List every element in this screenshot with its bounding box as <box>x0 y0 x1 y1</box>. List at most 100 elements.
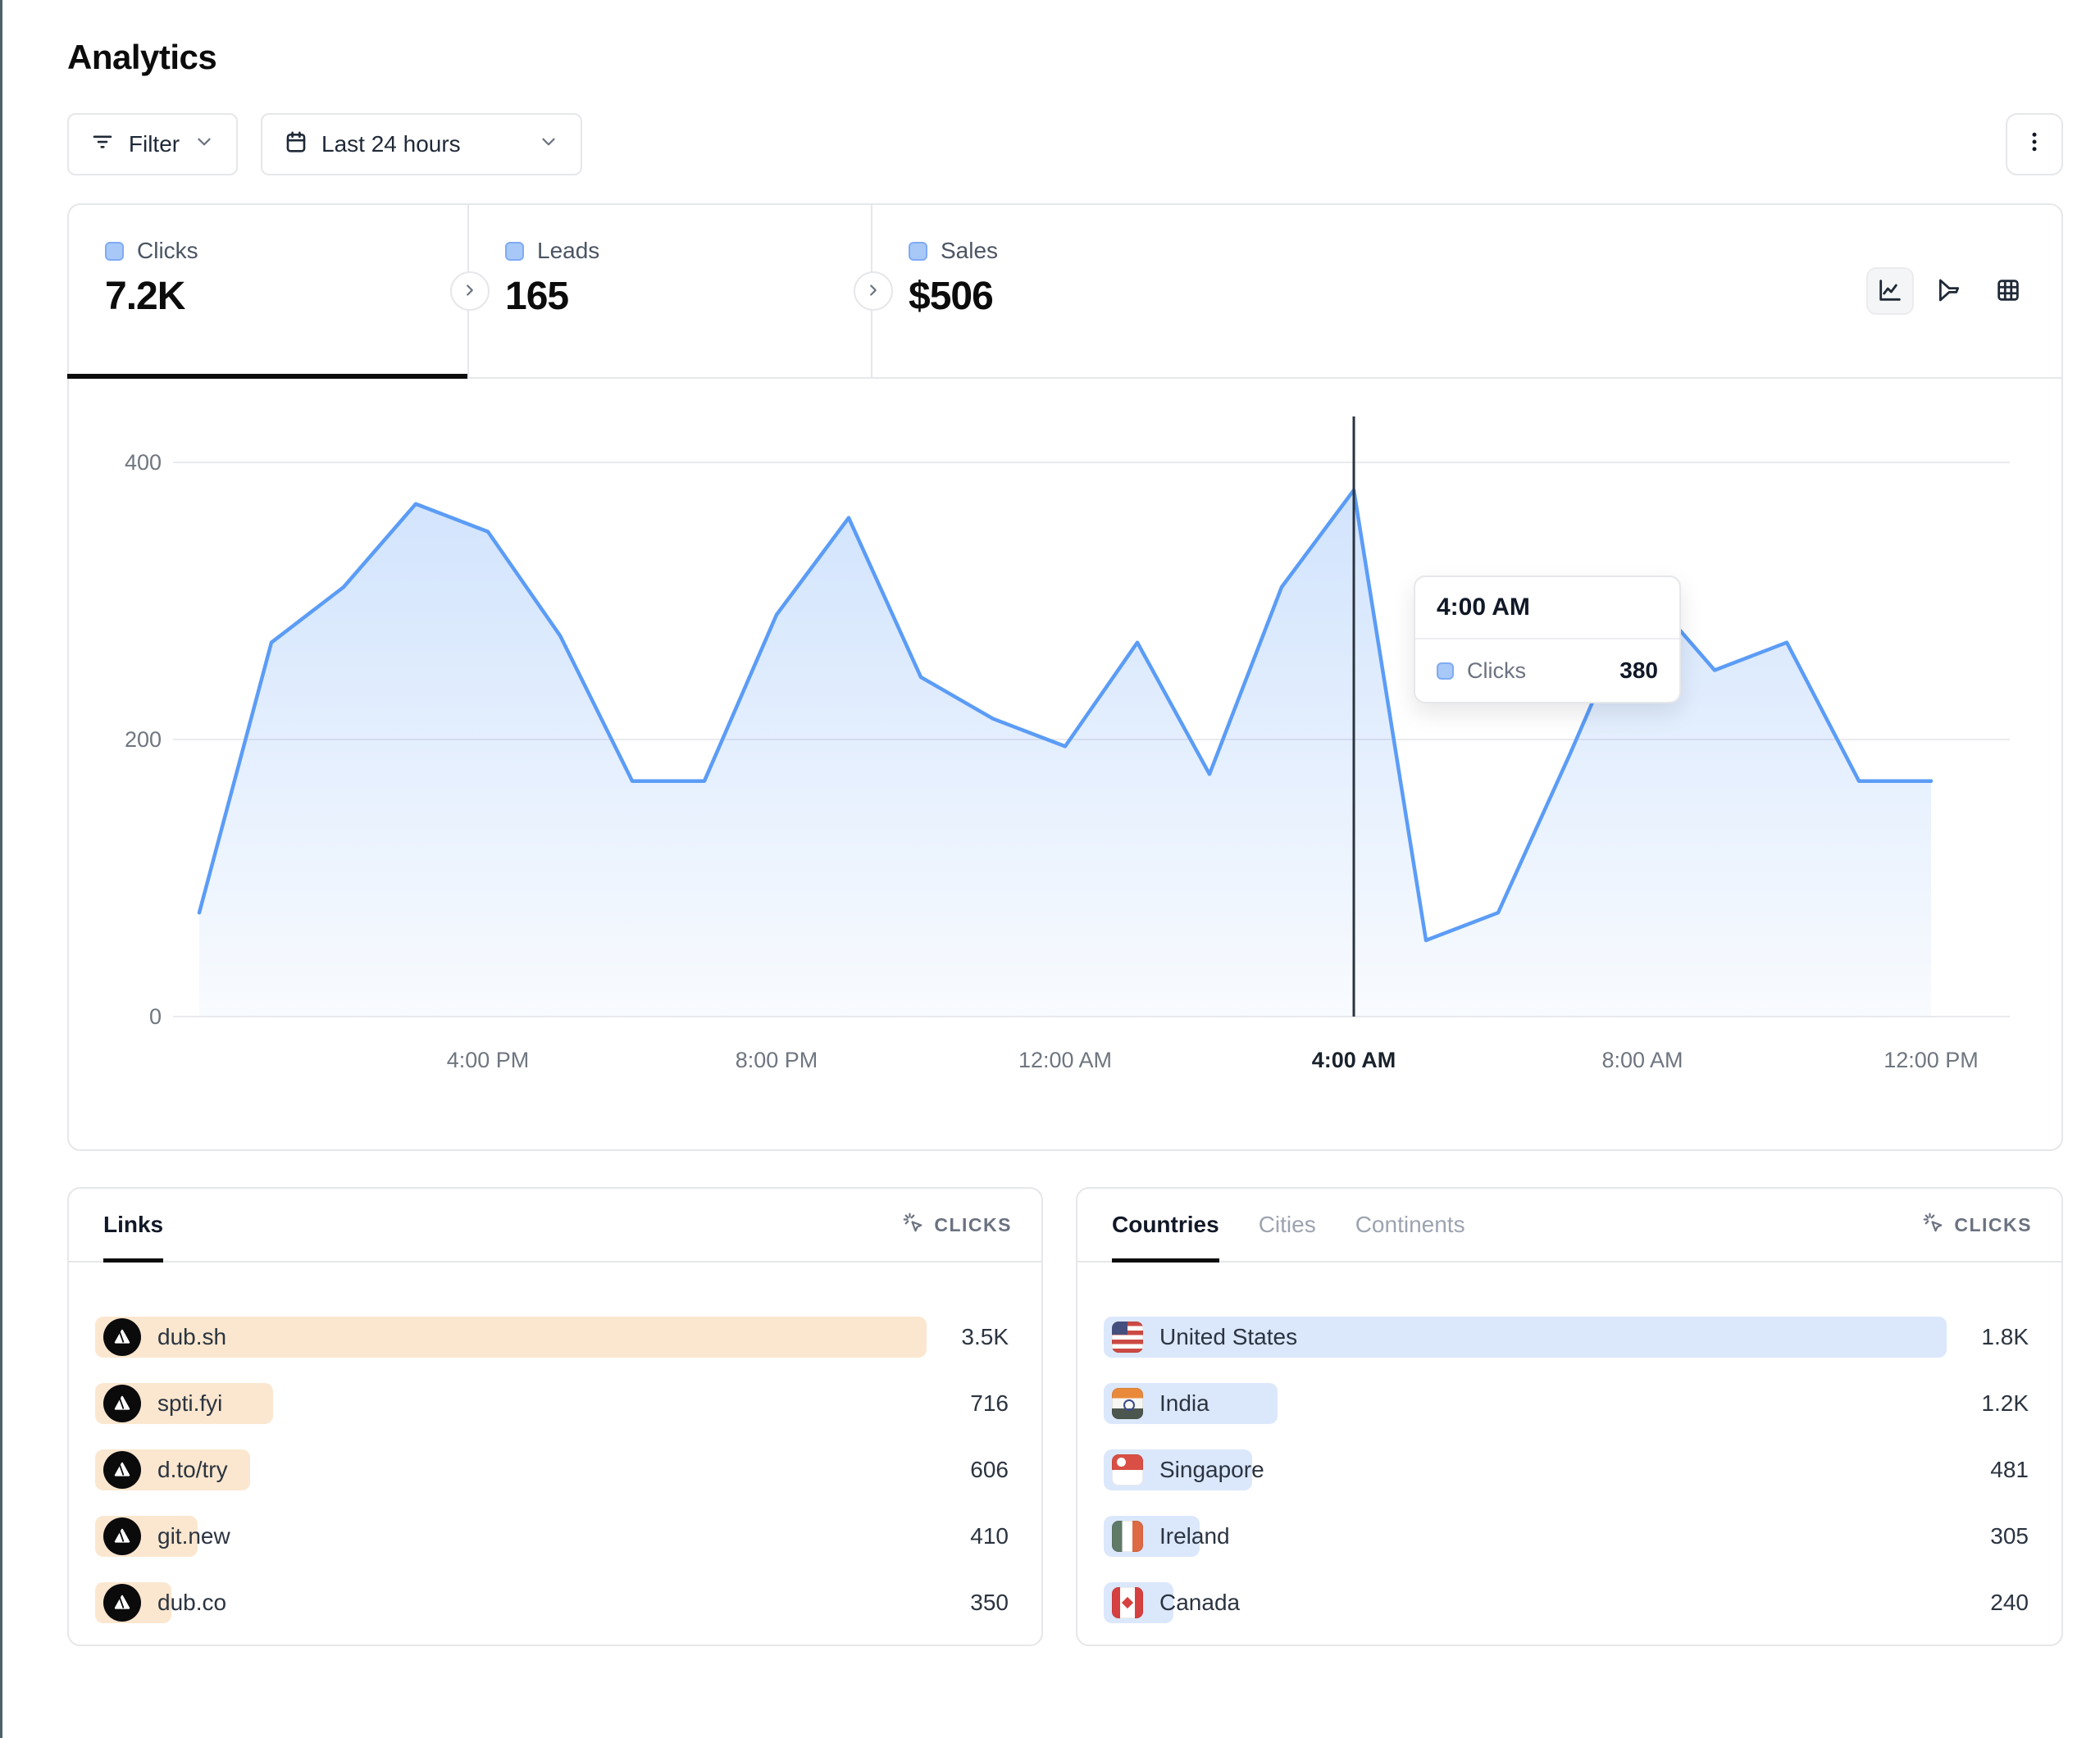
clicks-area-chart[interactable]: 0 200 400 4:00 PM 8:00 PM 12:00 AM 4:00 AM 8:00… <box>91 410 2043 1107</box>
toolbar: Filter Last 24 hours <box>67 113 2063 175</box>
y-axis-label: 0 <box>149 1004 162 1029</box>
row-label: Ireland <box>1159 1523 1230 1549</box>
table-grid-icon <box>1995 277 2021 306</box>
filter-button-label: Filter <box>128 131 180 157</box>
links-card: Links CLICKS dub.sh 3.5K spti.fyi 716 d.to/t… <box>67 1187 1043 1646</box>
page-title: Analytics <box>67 38 217 76</box>
row-bar-area: Singapore <box>1104 1449 1947 1490</box>
row-bar <box>1104 1317 1947 1358</box>
row-content: India <box>1104 1383 1947 1424</box>
leads-legend-chip <box>505 241 524 261</box>
x-axis-label: 8:00 AM <box>1601 1048 1683 1072</box>
cursor-click-icon <box>1921 1211 1944 1239</box>
stat-label: Sales <box>941 238 999 263</box>
list-item[interactable]: spti.fyi 716 <box>95 1383 1009 1424</box>
row-bar-area: India <box>1104 1383 1947 1424</box>
row-content: d.to/try <box>95 1449 927 1490</box>
table-grid-view-button[interactable] <box>1984 267 2032 315</box>
y-axis-label: 200 <box>125 727 162 752</box>
next-metric-button[interactable] <box>450 271 490 311</box>
list-item[interactable]: d.to/try 606 <box>95 1449 1009 1490</box>
filter-lines-icon <box>90 130 115 160</box>
stat-head: Clicks <box>105 238 467 264</box>
date-range-label: Last 24 hours <box>321 131 461 157</box>
tab-countries[interactable]: Countries <box>1112 1189 1219 1263</box>
row-value: 305 <box>1990 1523 2029 1549</box>
list-item[interactable]: Singapore 481 <box>1104 1449 2029 1490</box>
line-chart-view-button[interactable] <box>1866 267 1914 315</box>
list-item[interactable]: Canada 240 <box>1104 1582 2029 1623</box>
stat-tab-sales[interactable]: Sales $506 <box>872 205 2061 377</box>
row-label: United States <box>1159 1324 1298 1349</box>
date-range-button[interactable]: Last 24 hours <box>261 113 582 175</box>
list-item[interactable]: git.new 410 <box>95 1516 1009 1557</box>
row-label: d.to/try <box>157 1457 228 1482</box>
countries-card-header: Countries Cities Continents CLICKS <box>1077 1189 2061 1263</box>
stat-head: Leads <box>505 238 871 264</box>
list-item[interactable]: India 1.2K <box>1104 1383 2029 1424</box>
chevron-down-icon <box>194 131 215 158</box>
dub-logo-icon <box>103 1517 141 1555</box>
row-label: India <box>1159 1390 1209 1416</box>
row-bar-area: Ireland <box>1104 1516 1947 1557</box>
row-content: Ireland <box>1104 1516 1947 1557</box>
row-value: 240 <box>1990 1590 2029 1615</box>
area-fill <box>199 489 1931 1017</box>
tab-continents[interactable]: Continents <box>1355 1212 1465 1237</box>
y-axis-label: 400 <box>125 450 162 475</box>
row-value: 1.2K <box>1981 1390 2029 1416</box>
stat-tab-clicks[interactable]: Clicks 7.2K <box>67 205 469 379</box>
row-content: Canada <box>1104 1582 1947 1623</box>
list-item[interactable]: Ireland 305 <box>1104 1516 2029 1557</box>
links-card-header: Links CLICKS <box>69 1189 1041 1263</box>
row-bar-area: United States <box>1104 1317 1947 1358</box>
tab-links[interactable]: Links <box>103 1189 164 1263</box>
row-value: 410 <box>970 1523 1009 1549</box>
chevron-right-icon <box>461 281 479 302</box>
flag-icon-ie <box>1112 1521 1143 1552</box>
x-axis-label: 4:00 AM <box>1312 1048 1396 1072</box>
stat-label: Leads <box>537 238 600 263</box>
row-content: git.new <box>95 1516 927 1557</box>
sales-legend-chip <box>909 241 927 261</box>
filter-button[interactable]: Filter <box>67 113 238 175</box>
flag-icon-in <box>1112 1388 1143 1419</box>
funnel-chart-view-button[interactable] <box>1925 267 1973 315</box>
row-value: 350 <box>970 1590 1009 1615</box>
tooltip-series-name: Clicks <box>1467 657 1526 683</box>
row-label: Singapore <box>1159 1457 1264 1482</box>
x-axis-label: 4:00 PM <box>447 1048 530 1072</box>
row-label: Canada <box>1159 1590 1241 1615</box>
links-metric: CLICKS <box>901 1211 1012 1239</box>
row-value: 1.8K <box>1981 1324 2029 1349</box>
funnel-chart-icon <box>1936 277 1962 306</box>
stat-head: Sales <box>909 238 2061 264</box>
countries-card: Countries Cities Continents CLICKS United … <box>1076 1187 2063 1646</box>
list-item[interactable]: dub.sh 3.5K <box>95 1317 1009 1358</box>
calendar-icon <box>284 130 308 160</box>
row-bar <box>95 1317 927 1358</box>
more-options-button[interactable] <box>2006 113 2063 175</box>
stat-value: $506 <box>909 275 994 318</box>
stat-tab-leads[interactable]: Leads 165 <box>469 205 872 377</box>
row-content: dub.sh <box>95 1317 927 1358</box>
links-list: dub.sh 3.5K spti.fyi 716 d.to/try 606 git.new 4… <box>69 1263 1041 1623</box>
tab-cities[interactable]: Cities <box>1258 1212 1316 1237</box>
row-content: United States <box>1104 1317 1947 1358</box>
chart-area: 0 200 400 4:00 PM 8:00 PM 12:00 AM 4:00 AM 8:00… <box>69 379 2061 1107</box>
next-metric-button[interactable] <box>854 271 893 311</box>
stat-label: Clicks <box>137 238 198 263</box>
row-value: 481 <box>1990 1457 2029 1482</box>
metric-tabs: Clicks 7.2K Leads 165 Sales $506 <box>67 205 2061 379</box>
flag-icon-us <box>1112 1322 1143 1353</box>
list-item[interactable]: dub.co 350 <box>95 1582 1009 1623</box>
stat-value: 7.2K <box>105 275 185 318</box>
list-item[interactable]: United States 1.8K <box>1104 1317 2029 1358</box>
row-content: Singapore <box>1104 1449 1947 1490</box>
x-axis-label: 8:00 PM <box>736 1048 818 1072</box>
tooltip-series-row: Clicks 380 <box>1415 639 1679 702</box>
dub-logo-icon <box>103 1385 141 1422</box>
row-value: 716 <box>970 1390 1009 1416</box>
row-label: dub.co <box>157 1590 227 1615</box>
kebab-menu-icon <box>2022 130 2047 160</box>
